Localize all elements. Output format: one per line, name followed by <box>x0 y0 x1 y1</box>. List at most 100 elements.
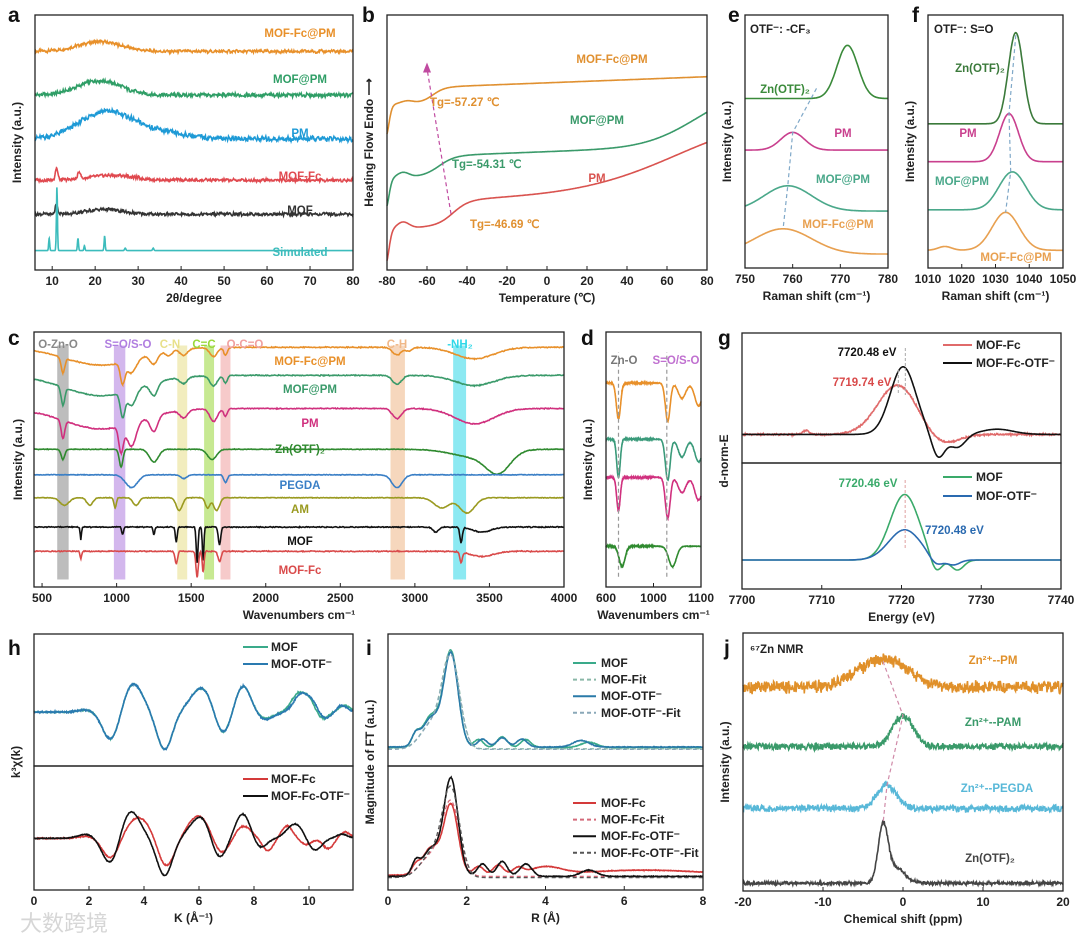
series-label: AM <box>291 504 309 516</box>
band-6 <box>453 345 467 580</box>
x-tick-label: 20 <box>580 274 594 288</box>
x-tick-label: 1010 <box>915 272 942 286</box>
series-line <box>35 187 353 252</box>
guide-line <box>426 68 452 214</box>
panel-i <box>387 633 704 891</box>
series-line <box>34 166 354 185</box>
annotation: 7720.48 eV <box>838 347 897 359</box>
x-tick-label: 7740 <box>1048 593 1075 607</box>
series-line <box>34 77 354 101</box>
series-label: Zn(OTF)₂ <box>955 63 1005 75</box>
series-label: MOF-Fc@PM <box>264 28 335 40</box>
x-tick-label: 20 <box>1056 895 1070 909</box>
x-tick-label: 80 <box>346 274 360 288</box>
annotation: OTF⁻: S=O <box>934 24 993 36</box>
y-axis-label: Heating Flow Endo ⟶ <box>362 78 376 207</box>
plot-frame <box>741 462 1062 590</box>
panel-d <box>605 331 702 588</box>
panel-f <box>927 14 1064 269</box>
x-tick-label: 30 <box>131 274 145 288</box>
series-line <box>387 802 704 877</box>
x-tick-label: 1000 <box>103 591 130 605</box>
x-tick-label: 8 <box>251 894 258 908</box>
series-label: Zn(OTF)₂ <box>965 853 1015 865</box>
y-axis-label: Intensity (a.u.) <box>11 419 25 500</box>
plot-frame <box>927 14 1064 269</box>
series-label: PEGDA <box>280 480 321 492</box>
series-line <box>33 810 354 877</box>
panel-letter: h <box>8 637 21 660</box>
series-label: Zn²⁺--PM <box>969 655 1018 667</box>
series-line <box>33 496 565 515</box>
x-axis-label: K (Å⁻¹) <box>174 910 213 925</box>
x-axis-label: 2θ/degree <box>166 291 222 305</box>
x-tick-label: 2500 <box>327 591 354 605</box>
series-label: Zn²⁺--PAM <box>965 717 1021 729</box>
x-tick-label: 50 <box>217 274 231 288</box>
annotation: ⁶⁷Zn NMR <box>750 644 804 656</box>
y-axis-label: Intensity (a.u.) <box>581 419 595 500</box>
annotation: Tg=-57.27 ℃ <box>430 96 500 109</box>
series-line <box>33 814 354 867</box>
x-axis-label: Wavenumbers cm⁻¹ <box>243 608 356 622</box>
legend-label: MOF-Fit <box>601 673 646 687</box>
x-tick-label: 0 <box>31 894 38 908</box>
panel-letter: c <box>8 327 20 350</box>
band-label: C-N <box>160 339 180 351</box>
x-tick-label: 2 <box>86 894 93 908</box>
plot-frame <box>387 765 704 891</box>
series-line <box>33 406 565 457</box>
panel-e <box>744 14 889 269</box>
series-label: Zn²⁺--PEGDA <box>961 783 1034 795</box>
x-tick-label: 1030 <box>982 272 1009 286</box>
guide-line <box>1005 35 1017 213</box>
x-tick-label: 780 <box>878 272 898 286</box>
x-tick-label: 4 <box>542 894 549 908</box>
annotation: Zn-O <box>611 355 638 367</box>
x-tick-label: 1000 <box>640 591 667 605</box>
series-line <box>34 106 354 145</box>
annotation: 7719.74 eV <box>833 377 892 389</box>
x-tick-label: 0 <box>385 894 392 908</box>
plot-frame <box>33 633 354 767</box>
x-tick-label: 10 <box>302 894 316 908</box>
x-tick-label: 10 <box>976 895 990 909</box>
series-label: MOF-Fc <box>279 565 322 577</box>
series-label: MOF-Fc@PM <box>274 356 345 368</box>
series-line <box>744 228 888 255</box>
band-label: -NH₂ <box>447 339 473 351</box>
x-axis-label: Chemical shift (ppm) <box>844 912 963 926</box>
plot-frame <box>386 14 708 271</box>
panel-letter: d <box>581 327 594 350</box>
series-line <box>605 542 702 570</box>
x-tick-label: -10 <box>814 895 832 909</box>
annotation: Tg=-46.69 ℃ <box>470 218 540 231</box>
band-label: C-H <box>387 339 407 351</box>
series-label: PM <box>291 128 308 140</box>
x-tick-label: 6 <box>621 894 628 908</box>
annotation: OTF⁻: -CF₃ <box>750 24 811 36</box>
legend-label: MOF-Fc-Fit <box>601 813 664 827</box>
x-tick-label: 0 <box>900 895 907 909</box>
x-tick-label: 8 <box>700 894 707 908</box>
legend-label: MOF <box>271 640 298 654</box>
legend-label: MOF-OTF⁻ <box>976 489 1037 503</box>
x-tick-label: 1040 <box>1016 272 1043 286</box>
band-label: O-C=O <box>227 339 264 351</box>
series-line <box>388 653 703 751</box>
legend-label: MOF-OTF⁻ <box>601 689 662 703</box>
annotation: 7720.48 eV <box>925 525 984 537</box>
x-tick-label: -20 <box>734 895 752 909</box>
legend-label: MOF-Fc <box>976 338 1021 352</box>
legend-label: MOF-Fc <box>271 772 316 786</box>
plot-frame <box>34 14 354 271</box>
x-tick-label: 3500 <box>476 591 503 605</box>
band-label: O-Zn-O <box>38 339 78 351</box>
series-line <box>744 185 888 212</box>
x-tick-label: 2000 <box>252 591 279 605</box>
x-tick-label: 7700 <box>729 593 756 607</box>
panel-c <box>33 331 565 588</box>
series-label: PM <box>588 173 605 185</box>
x-tick-label: 1050 <box>1050 272 1077 286</box>
series-line <box>387 775 703 878</box>
